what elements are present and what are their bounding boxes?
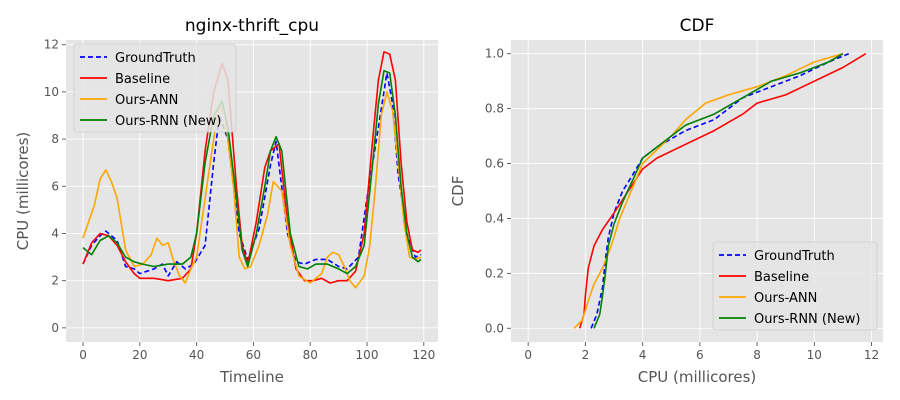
y-tick-label: 0.4	[485, 211, 504, 225]
legend-label: Ours-ANN	[754, 291, 817, 306]
y-tick-label: 4	[51, 226, 59, 240]
legend-label: Ours-RNN (New)	[115, 114, 221, 129]
x-tick-label: 0	[524, 348, 532, 362]
legend-label: GroundTruth	[115, 51, 196, 66]
y-tick-label: 1.0	[485, 47, 504, 61]
legend-label: Ours-ANN	[115, 93, 178, 108]
x-tick-label: 120	[412, 348, 435, 362]
x-axis-label: Timeline	[219, 368, 284, 386]
legend-box	[73, 43, 237, 133]
legend-box	[712, 241, 878, 331]
chart-panel-1: 0 20 40 60 80 100 120 0 2 4 6 8 10 12 nginx-thrift_cpu…	[14, 16, 438, 386]
legend: GroundTruth Baseline Ours-ANN Ours-RNN (New…	[73, 43, 237, 133]
x-tick-label: 60	[246, 348, 261, 362]
chart-title: CDF	[680, 16, 715, 36]
y-tick-label: 0.0	[485, 321, 504, 335]
x-tick-label: 4	[639, 348, 647, 362]
legend-label: GroundTruth	[754, 249, 835, 264]
y-tick-label: 0.6	[485, 157, 504, 171]
y-tick-label: 2	[51, 274, 59, 288]
legend-label: Ours-RNN (New)	[754, 312, 860, 327]
x-tick-label: 40	[189, 348, 204, 362]
y-tick-label: 6	[51, 179, 59, 193]
series-line-baseline	[578, 53, 867, 329]
y-tick-label: 10	[44, 85, 59, 99]
x-tick-label: 6	[696, 348, 704, 362]
chart-title: nginx-thrift_cpu	[185, 16, 319, 36]
x-tick-label: 0	[79, 348, 87, 362]
y-tick-label: 12	[44, 38, 59, 52]
y-axis-label: CDF	[449, 176, 467, 207]
chart-panel-2: 0 2 4 6 8 10 12 0.0 0.2 0.4 0.6 0.8 1.0 CDF CPU (milli…	[449, 16, 883, 386]
x-tick-label: 10	[807, 348, 822, 362]
series-line-ours-rnn-new	[82, 69, 422, 275]
y-tick-label: 0.8	[485, 102, 504, 116]
x-tick-label: 2	[582, 348, 590, 362]
y-tick-label: 0	[51, 321, 59, 335]
y-tick-label: 8	[51, 132, 59, 146]
x-tick-label: 8	[753, 348, 761, 362]
series-line-ours-ann	[82, 91, 422, 289]
x-tick-label: 20	[132, 348, 147, 362]
x-tick-label: 80	[303, 348, 318, 362]
x-tick-label: 12	[864, 348, 879, 362]
series-line-ours-rnn-new	[593, 53, 844, 329]
series-line-baseline	[82, 50, 422, 284]
legend: GroundTruth Baseline Ours-ANN Ours-RNN (New…	[712, 241, 878, 331]
y-axis-label: CPU (millicores)	[14, 132, 32, 251]
y-tick-label: 0.2	[485, 266, 504, 280]
x-axis-label: CPU (millicores)	[638, 368, 757, 386]
legend-label: Baseline	[754, 270, 809, 285]
legend-label: Baseline	[115, 72, 170, 87]
x-tick-label: 100	[356, 348, 379, 362]
series-line-ours-ann	[573, 52, 844, 329]
